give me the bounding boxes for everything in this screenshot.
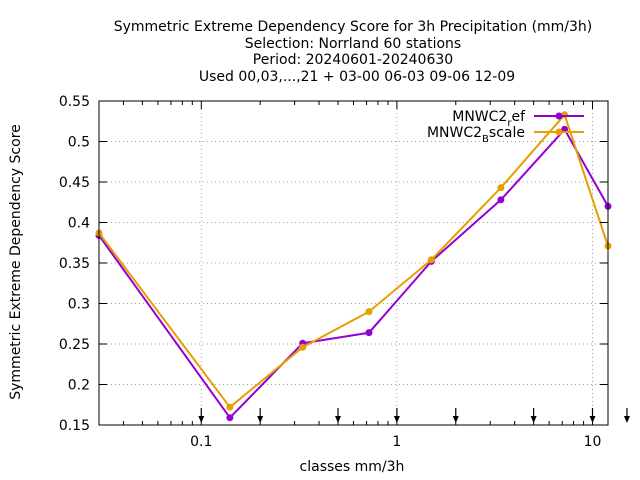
axis-ticks: 0.15 0.2 0.25 0.3 0.35 0.4 0.45 0.5 0.55 0.1 1 10 [59, 94, 608, 450]
series-line [98, 128, 609, 419]
data-point [497, 184, 505, 192]
data-point [365, 308, 373, 316]
title-line-4: Used 00,03,...,21 + 03-00 06-03 09-06 12… [199, 69, 515, 85]
title-line-3: Period: 20240601-20240630 [253, 52, 453, 68]
x-tick-label: 0.1 [190, 434, 212, 450]
y-tick-label: 0.4 [68, 216, 90, 232]
series-MNWC2_Bscale [95, 111, 612, 411]
title-line-2: Selection: Norrland 60 stations [245, 36, 461, 52]
series-lines [95, 111, 612, 422]
legend-label: MNWC2ref [452, 109, 526, 129]
y-tick-label: 0.2 [68, 378, 90, 394]
y-tick-label: 0.45 [59, 175, 90, 191]
legend-label-rest: scale [489, 125, 525, 141]
class-marker-arrowhead [257, 416, 264, 423]
legend-swatch-marker [555, 112, 563, 120]
class-marker-arrowhead [623, 416, 630, 423]
data-point [497, 196, 505, 204]
title-line-1: Symmetric Extreme Dependency Score for 3… [114, 19, 593, 35]
legend-swatch-marker [555, 128, 563, 136]
y-tick-label: 0.15 [59, 418, 90, 434]
data-point [427, 256, 435, 264]
y-tick-label: 0.5 [68, 135, 90, 151]
legend-label-rest: ef [511, 109, 526, 125]
legend-label-subscript: B [482, 134, 489, 145]
x-axis-label: classes mm/3h [300, 459, 405, 475]
legend-label-main: MNWC2 [452, 109, 507, 125]
class-marker-arrowhead [452, 416, 459, 423]
data-point [299, 343, 307, 351]
x-tick-label: 1 [392, 434, 401, 450]
legend-label-subscript: r [507, 118, 512, 129]
data-point [226, 403, 234, 411]
y-tick-label: 0.55 [59, 94, 90, 110]
series-MNWC2_ref [95, 125, 612, 422]
y-tick-label: 0.35 [59, 256, 90, 272]
class-markers [198, 408, 630, 423]
class-marker-arrowhead [530, 416, 537, 423]
legend-label-main: MNWC2 [427, 125, 482, 141]
chart-title: Symmetric Extreme Dependency Score for 3… [114, 19, 593, 85]
y-tick-label: 0.25 [59, 337, 90, 353]
data-point [365, 329, 373, 337]
y-axis-label: Symmetric Extreme Dependency Score [8, 124, 24, 400]
series-line [98, 113, 609, 409]
y-tick-label: 0.3 [68, 297, 90, 313]
x-tick-label: 10 [584, 434, 602, 450]
grid [99, 100, 608, 426]
legend-label: MNWC2Bscale [427, 125, 525, 145]
data-point [226, 414, 234, 422]
class-marker-arrowhead [335, 416, 342, 423]
